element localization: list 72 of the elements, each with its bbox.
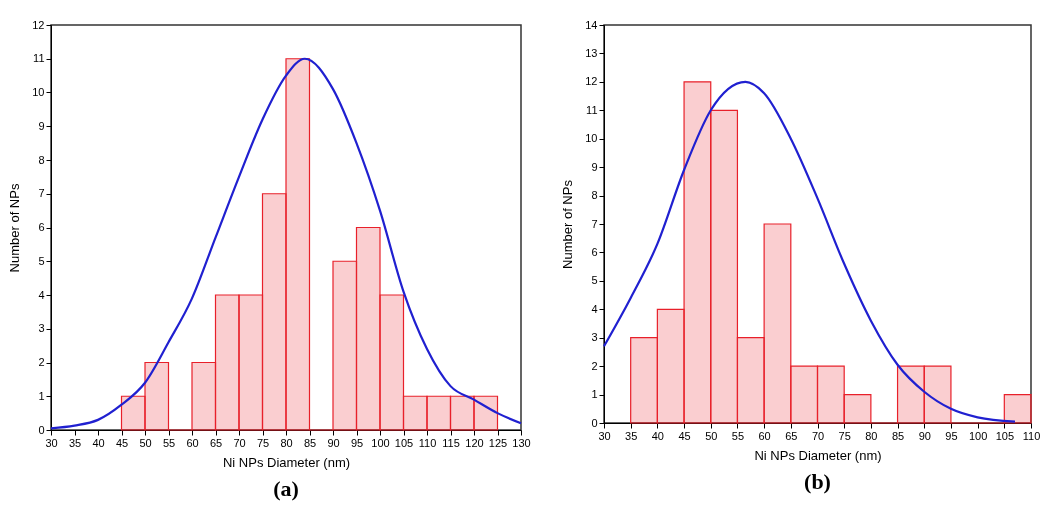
text: (a) <box>273 476 299 501</box>
y-tick-label: 11 <box>33 52 45 65</box>
x-tick-label: 115 <box>442 436 460 449</box>
y-tick-label: 0 <box>38 423 45 436</box>
x-tick-label: 80 <box>865 429 878 442</box>
x-tick-label: 70 <box>811 429 825 442</box>
x-tick-label: 85 <box>891 429 905 442</box>
y-tick-label: 9 <box>38 119 45 132</box>
x-tick-label: 75 <box>256 436 270 449</box>
x-tick-label: 35 <box>68 436 82 449</box>
x-tick-label: 40 <box>92 436 105 449</box>
x-tick-label: 110 <box>1022 429 1041 442</box>
y-tick-label: 10 <box>585 132 598 145</box>
x-tick-label: 130 <box>512 436 531 449</box>
x-tick-label: 55 <box>731 429 745 442</box>
x-tick-label: 60 <box>758 429 771 442</box>
x-tick-label: 100 <box>371 436 390 449</box>
y-tick-label: 4 <box>591 302 598 315</box>
x-tick-label: 65 <box>209 436 223 449</box>
x-tick-label: 110 <box>418 436 437 449</box>
y-tick-label: 5 <box>38 254 45 267</box>
y-tick-label: 7 <box>38 187 45 200</box>
y-axis-title: Number of NPs <box>7 183 23 273</box>
y-tick-label: 8 <box>591 189 598 202</box>
x-tick-label: 40 <box>651 429 664 442</box>
y-tick-label: 11 <box>586 103 598 116</box>
x-tick-label: 30 <box>598 429 611 442</box>
text: (b) <box>804 469 831 494</box>
x-tick-label: 45 <box>678 429 691 442</box>
y-tick-label: 13 <box>585 46 598 59</box>
y-tick-label: 7 <box>591 217 598 230</box>
y-tick-label: 6 <box>591 245 598 258</box>
x-tick-label: 95 <box>350 436 364 449</box>
y-tick-label: 8 <box>38 153 45 166</box>
x-tick-label: 50 <box>139 436 152 449</box>
y-tick-label: 0 <box>591 416 598 429</box>
y-tick-label: 12 <box>585 75 598 88</box>
x-tick-label: 85 <box>303 436 317 449</box>
x-tick-label: 120 <box>465 436 484 449</box>
y-tick-label: 12 <box>32 18 45 31</box>
y-tick-label: 2 <box>38 356 45 368</box>
x-tick-label: 80 <box>280 436 293 449</box>
y-tick-label: 4 <box>38 288 45 301</box>
x-tick-label: 90 <box>918 429 931 442</box>
x-tick-label: 30 <box>45 436 58 449</box>
x-tick-label: 90 <box>327 436 340 449</box>
y-tick-label: 1 <box>591 388 598 401</box>
y-tick-label: 9 <box>591 160 598 173</box>
y-tick-label: 3 <box>591 331 598 344</box>
y-tick-label: 1 <box>38 389 45 402</box>
x-tick-label: 60 <box>186 436 199 449</box>
x-tick-label: 70 <box>233 436 246 449</box>
y-tick-label: 3 <box>38 322 45 335</box>
x-tick-label: 65 <box>785 429 798 442</box>
x-axis-title: Ni NPs Diameter (nm) <box>754 447 882 463</box>
y-tick-label: 10 <box>32 86 45 98</box>
x-tick-label: 75 <box>838 429 851 442</box>
y-tick-label: 14 <box>585 18 598 31</box>
x-tick-label: 50 <box>705 429 718 442</box>
x-tick-label: 100 <box>968 429 988 442</box>
x-tick-label: 45 <box>115 436 129 449</box>
x-tick-label: 105 <box>995 429 1014 442</box>
x-tick-label: 105 <box>394 436 414 449</box>
y-axis-title: Number of NPs <box>560 179 576 269</box>
x-tick-label: 55 <box>162 436 176 449</box>
x-tick-label: 125 <box>488 436 508 449</box>
y-tick-label: 6 <box>38 221 45 233</box>
x-tick-label: 95 <box>945 429 958 442</box>
x-axis-title: Ni NPs Diameter (nm) <box>222 454 351 470</box>
y-tick-label: 2 <box>591 359 598 372</box>
x-tick-label: 35 <box>625 429 638 442</box>
y-tick-label: 5 <box>591 274 598 287</box>
